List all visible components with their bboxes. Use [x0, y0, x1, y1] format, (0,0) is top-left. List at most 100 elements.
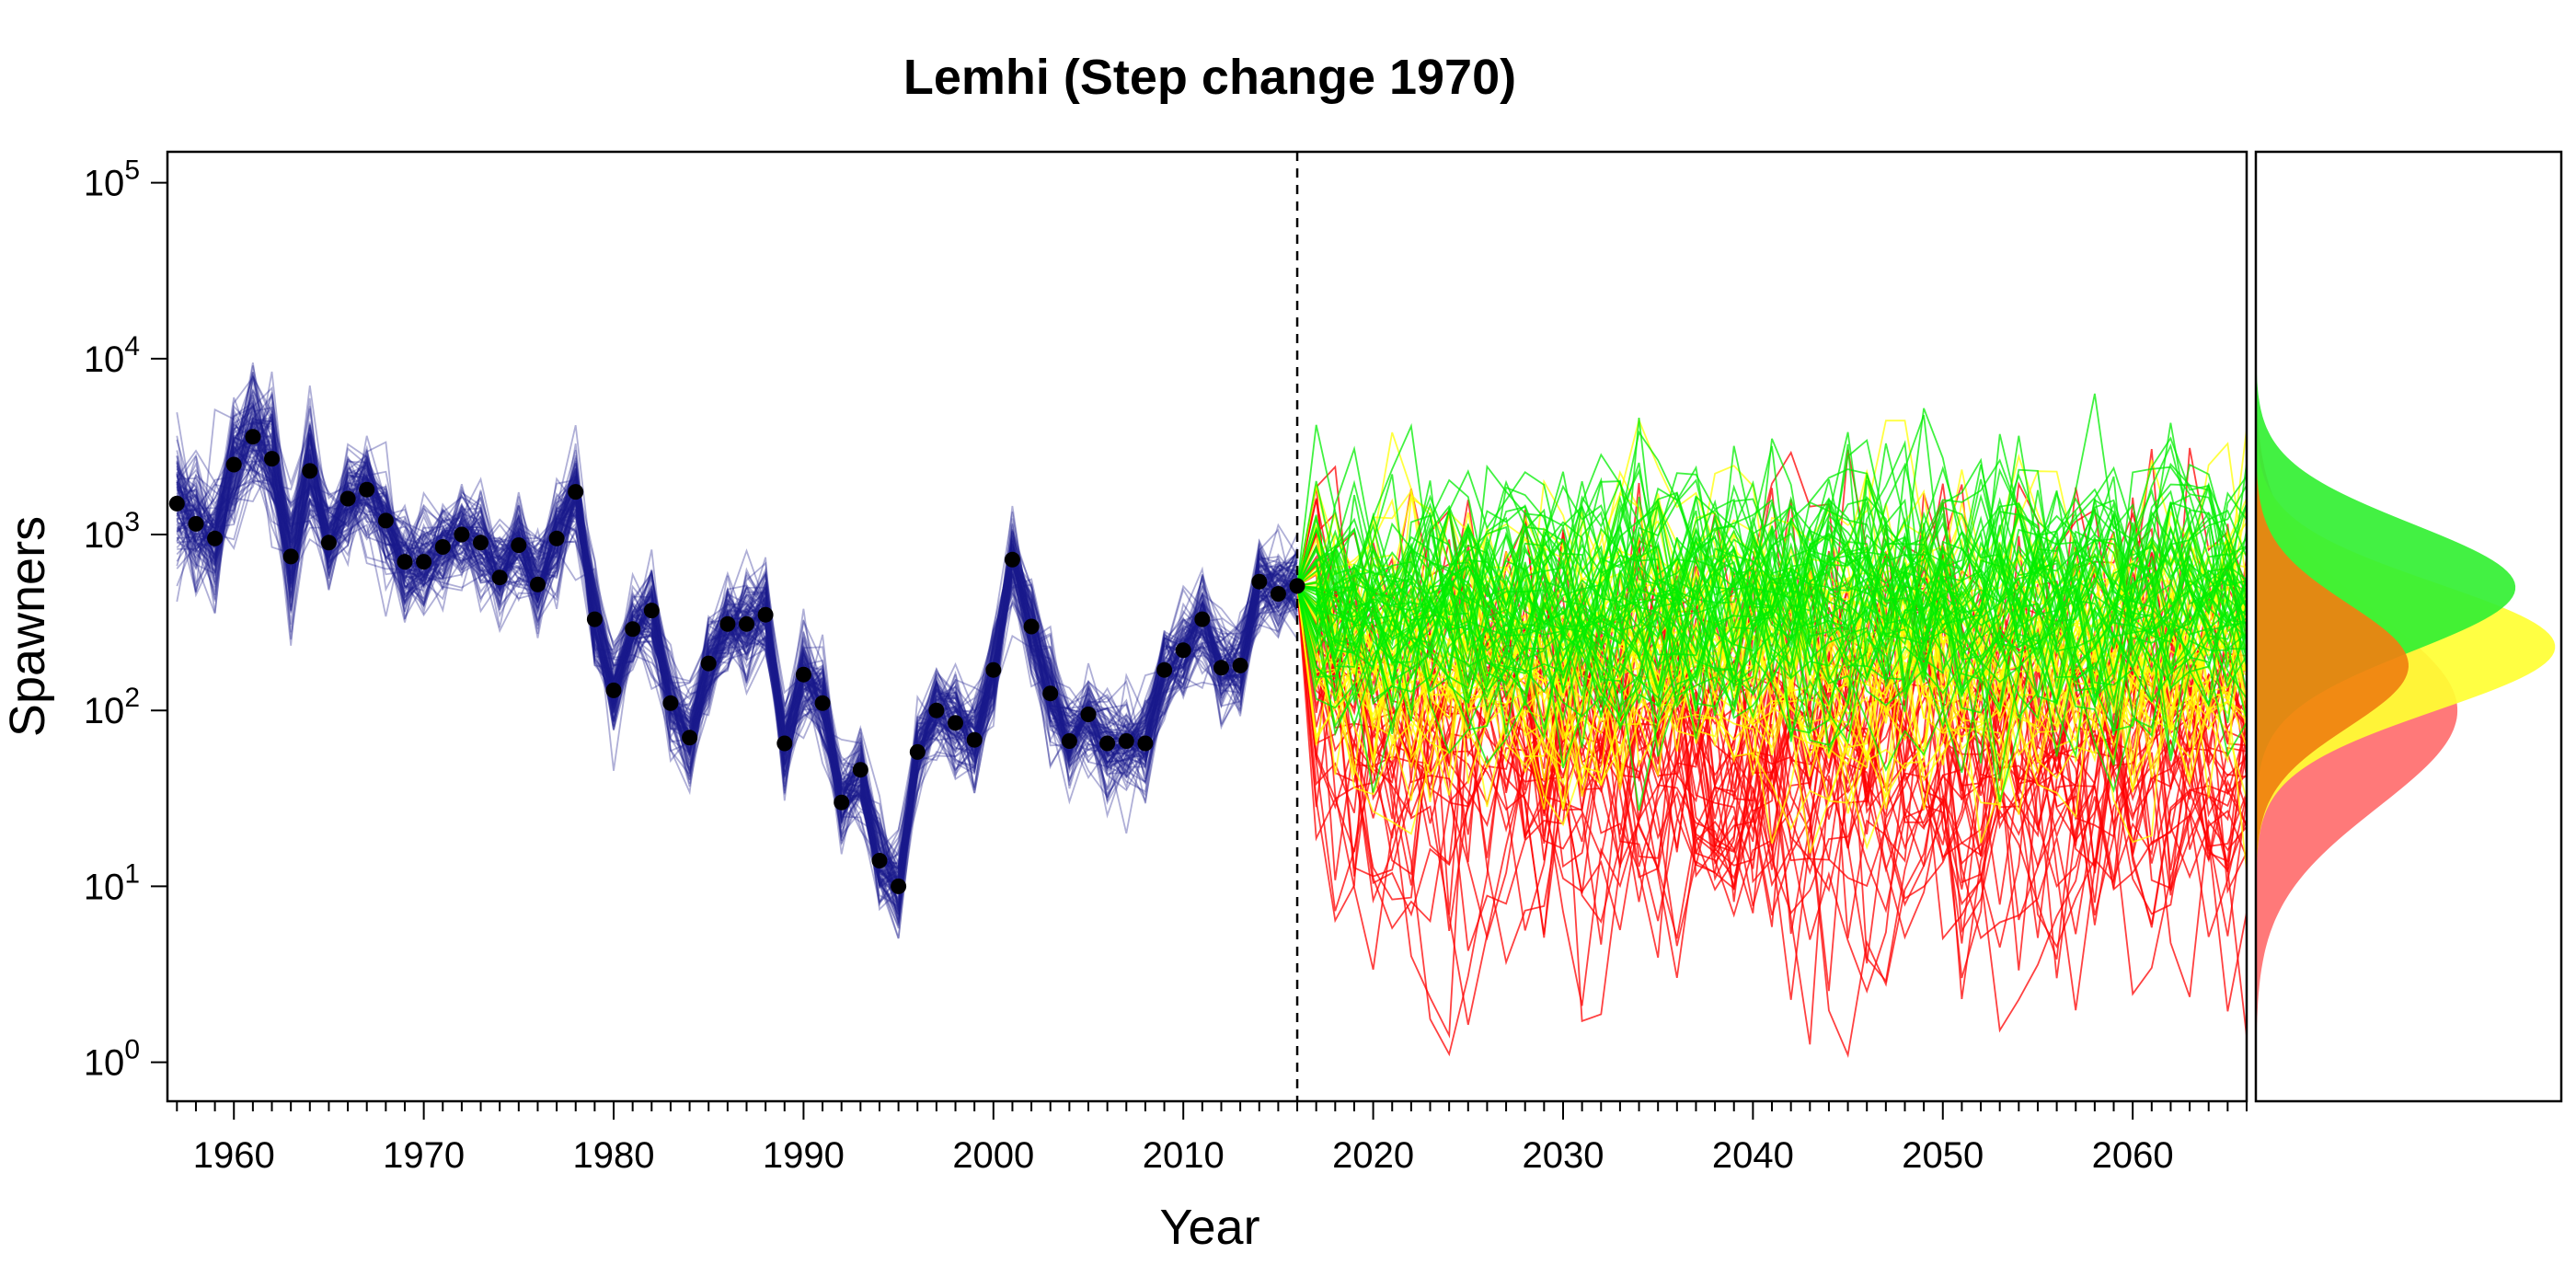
historical-fit-line [176, 444, 1298, 919]
projection-line [1296, 544, 2247, 1045]
x-axis-label: Year [1159, 1200, 1259, 1255]
historical-fit-line [176, 416, 1298, 891]
observed-point [245, 429, 261, 445]
historical-fit-line [176, 374, 1298, 889]
x-tick-label: 2040 [1712, 1135, 1794, 1176]
observed-point [1023, 618, 1040, 635]
historical-fit-line [176, 412, 1298, 876]
projection-line [1296, 488, 2247, 1011]
y-tick-label: 103 [84, 507, 140, 556]
historical-fit-line [176, 429, 1298, 912]
historical-fit-line [176, 392, 1298, 871]
y-tick-label: 102 [84, 683, 140, 731]
historical-fit-line [176, 408, 1298, 866]
historical-fit-line [176, 431, 1298, 906]
observed-point [700, 655, 717, 672]
historical-fit-line [176, 444, 1298, 884]
observed-point [1004, 551, 1020, 568]
historical-fit-line [176, 365, 1298, 882]
observed-point [1213, 660, 1229, 676]
observed-points [168, 429, 1305, 894]
observed-point [1156, 661, 1173, 678]
observed-point [891, 878, 907, 894]
observed-point [928, 702, 945, 719]
observed-point [1061, 733, 1077, 749]
x-tick-label: 1970 [383, 1135, 465, 1176]
x-tick-label: 1990 [763, 1135, 845, 1176]
historical-fit-line [176, 441, 1298, 890]
historical-fit-line [176, 411, 1298, 870]
observed-point [662, 695, 679, 711]
historical-fit-line [177, 420, 1298, 882]
observed-point [1175, 642, 1191, 659]
projection-line [1296, 453, 2247, 737]
historical-fit-line [176, 372, 1298, 886]
observed-point [302, 463, 318, 479]
observed-point [434, 539, 451, 555]
x-tick-label: 2050 [1902, 1135, 1984, 1176]
observed-point [377, 512, 394, 529]
historical-fit-line [176, 459, 1298, 903]
observed-point [852, 762, 868, 778]
observed-point [188, 515, 204, 532]
historical-fit-line [176, 405, 1298, 912]
historical-fit-line [176, 406, 1298, 914]
projection-line [1296, 566, 2247, 959]
density-plot-frame [2254, 150, 2563, 1103]
historical-fit-line [176, 394, 1298, 872]
observed-point [416, 554, 432, 570]
observed-point [682, 730, 698, 746]
observed-point [359, 481, 375, 498]
historical-fit-line [176, 379, 1298, 929]
historical-fit-line [176, 431, 1298, 923]
historical-fit-line [176, 390, 1298, 913]
historical-fit-line [176, 362, 1298, 889]
observed-point [834, 794, 850, 811]
historical-fit-line [177, 406, 1298, 893]
observed-point [814, 695, 831, 711]
historical-fit-line [176, 418, 1298, 871]
historical-fit-line [176, 478, 1298, 888]
y-tick-label: 104 [84, 331, 140, 380]
observed-point [985, 661, 1002, 678]
projection-line [1296, 468, 2247, 764]
observed-point [757, 606, 774, 623]
observed-point [264, 451, 280, 467]
observed-point [339, 490, 356, 507]
chart-title: Lemhi (Step change 1970) [903, 50, 1516, 105]
historical-fit-line [176, 436, 1298, 903]
observed-point [168, 495, 185, 512]
historical-fit-line [176, 372, 1298, 903]
x-tick-label: 2010 [1143, 1135, 1225, 1176]
projection-line [1296, 490, 2247, 758]
x-tick-label: 2060 [2092, 1135, 2174, 1176]
historical-fit-line [177, 436, 1298, 869]
historical-fit-line [176, 397, 1298, 864]
projection-line [1296, 499, 2247, 730]
observed-point [397, 554, 413, 570]
observed-point [320, 535, 337, 551]
observed-point [1251, 573, 1268, 590]
historical-fit-lines [176, 362, 1298, 939]
x-tick-label: 1960 [193, 1135, 275, 1176]
historical-fit-line [176, 418, 1298, 868]
y-tick-label: 101 [84, 858, 140, 907]
density-shape [2256, 152, 2409, 1101]
observed-point [966, 731, 983, 748]
historical-fit-line [176, 376, 1298, 886]
historical-fit-line [176, 408, 1298, 889]
historical-fit-line [176, 420, 1298, 880]
historical-fit-line [176, 475, 1298, 884]
observed-point [586, 611, 603, 627]
observed-point [871, 853, 888, 868]
historical-fit-line [176, 439, 1298, 885]
projection-line [1296, 464, 2247, 707]
historical-fit-line [176, 440, 1298, 901]
observed-point [511, 537, 527, 554]
y-tick-label: 105 [84, 155, 140, 204]
historical-fit-line [176, 416, 1298, 889]
projection-line [1296, 478, 2247, 691]
projection-line [1296, 393, 2247, 734]
projection-line [1296, 422, 2247, 757]
historical-fit-line [176, 426, 1298, 871]
